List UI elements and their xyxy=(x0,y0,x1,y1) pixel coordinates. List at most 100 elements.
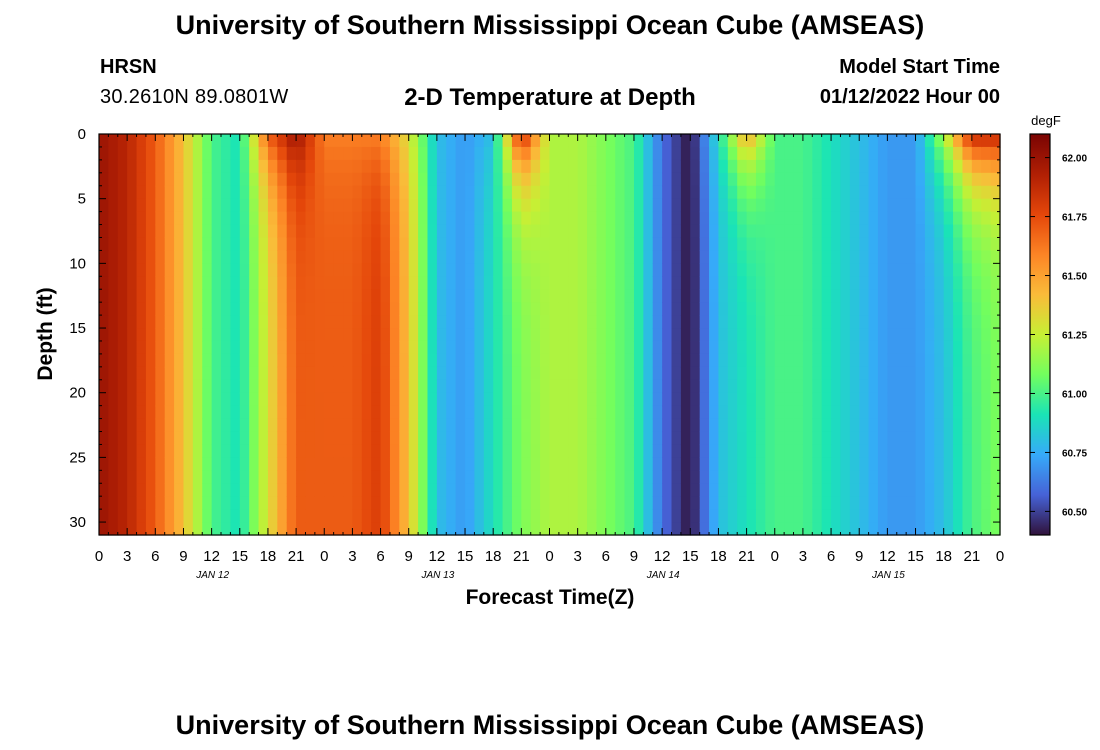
heatmap-cell xyxy=(821,353,832,368)
heatmap-cell xyxy=(389,522,400,536)
heatmap-cell xyxy=(239,509,250,523)
x-tick-label: 6 xyxy=(602,548,610,565)
heatmap-cell xyxy=(558,353,569,368)
heatmap-cell xyxy=(305,522,316,536)
heatmap-cell xyxy=(990,185,1001,200)
heatmap-cell xyxy=(427,509,438,523)
heatmap-cell xyxy=(896,263,907,277)
heatmap-cell xyxy=(230,431,241,446)
heatmap-cell xyxy=(643,496,654,510)
heatmap-cell xyxy=(343,289,354,303)
heatmap-cell xyxy=(145,198,156,213)
heatmap-cell xyxy=(343,211,354,226)
heatmap-cell xyxy=(127,328,138,342)
heatmap-cell xyxy=(446,340,457,355)
heatmap-cell xyxy=(399,522,410,536)
heatmap-cell xyxy=(221,302,231,316)
heatmap-cell xyxy=(746,224,757,239)
heatmap-cell xyxy=(962,392,973,407)
heatmap-cell xyxy=(943,328,954,342)
heatmap-cell xyxy=(924,366,935,381)
heatmap-cell xyxy=(455,328,466,342)
heatmap-cell xyxy=(587,211,598,226)
heatmap-cell xyxy=(671,172,682,187)
heatmap-cell xyxy=(164,185,175,200)
heatmap-cell xyxy=(399,353,410,368)
heatmap-cell xyxy=(371,237,382,252)
heatmap-cell xyxy=(127,444,138,458)
heatmap-cell xyxy=(230,522,241,536)
heatmap-cell xyxy=(765,224,776,239)
heatmap-cell xyxy=(671,185,682,200)
heatmap-cell xyxy=(211,431,222,446)
heatmap-cell xyxy=(943,496,954,510)
heatmap-cell xyxy=(587,340,598,355)
heatmap-cell xyxy=(352,392,363,407)
heatmap-cell xyxy=(286,353,297,368)
heatmap-cell xyxy=(662,224,673,239)
heatmap-cell xyxy=(455,509,466,523)
heatmap-cell xyxy=(896,340,907,355)
heatmap-cell xyxy=(671,366,682,381)
heatmap-cell xyxy=(155,340,166,355)
heatmap-cell xyxy=(399,315,410,329)
heatmap-cell xyxy=(418,340,429,355)
heatmap-cell xyxy=(436,405,447,420)
heatmap-cell xyxy=(709,237,720,252)
heatmap-cell xyxy=(549,211,560,226)
heatmap-cell xyxy=(971,172,982,187)
heatmap-cell xyxy=(286,172,297,187)
heatmap-cell xyxy=(221,405,231,420)
heatmap-cell xyxy=(343,198,354,213)
heatmap-cell xyxy=(812,418,823,433)
heatmap-cell xyxy=(737,250,748,264)
heatmap-cell xyxy=(793,159,804,174)
heatmap-cell xyxy=(258,211,269,226)
heatmap-cell xyxy=(568,470,579,484)
heatmap-cell xyxy=(990,522,1001,536)
heatmap-cell xyxy=(361,250,372,264)
heatmap-cell xyxy=(615,263,626,277)
heatmap-cell xyxy=(821,198,832,213)
heatmap-cell xyxy=(690,340,701,355)
heatmap-cell xyxy=(361,392,372,407)
heatmap-cell xyxy=(680,470,691,484)
heatmap-cell xyxy=(108,522,119,536)
heatmap-cell xyxy=(202,159,213,174)
heatmap-cell xyxy=(953,198,964,213)
heatmap-cell xyxy=(784,522,795,536)
heatmap-cell xyxy=(953,418,964,433)
heatmap-cell xyxy=(483,353,494,368)
heatmap-cell xyxy=(840,146,851,161)
heatmap-cell xyxy=(877,405,888,420)
heatmap-cell xyxy=(277,276,288,290)
heatmap-cell xyxy=(465,276,476,290)
heatmap-cell xyxy=(314,211,325,226)
heatmap-cell xyxy=(643,198,654,213)
heatmap-cell xyxy=(483,172,494,187)
heatmap-cell xyxy=(249,224,260,239)
heatmap-cell xyxy=(765,134,776,148)
heatmap-cell xyxy=(840,172,851,187)
heatmap-cell xyxy=(174,522,185,536)
heatmap-cell xyxy=(652,483,663,497)
heatmap-cell xyxy=(962,522,973,536)
heatmap-cell xyxy=(699,250,710,264)
heatmap-cell xyxy=(896,289,907,303)
heatmap-cell xyxy=(399,509,410,523)
heatmap-cell xyxy=(849,159,860,174)
heatmap-cell xyxy=(915,431,926,446)
heatmap-cell xyxy=(521,198,532,213)
x-tick-label: 15 xyxy=(682,548,699,565)
heatmap-cell xyxy=(605,302,616,316)
heatmap-cell xyxy=(108,224,119,239)
heatmap-cell xyxy=(371,522,382,536)
heatmap-cell xyxy=(662,263,673,277)
heatmap-cell xyxy=(934,159,945,174)
heatmap-cell xyxy=(474,134,485,148)
heatmap-cell xyxy=(943,146,954,161)
heatmap-cell xyxy=(633,340,644,355)
heatmap-cell xyxy=(277,263,288,277)
heatmap-cell xyxy=(324,340,335,355)
heatmap-cell xyxy=(155,263,166,277)
